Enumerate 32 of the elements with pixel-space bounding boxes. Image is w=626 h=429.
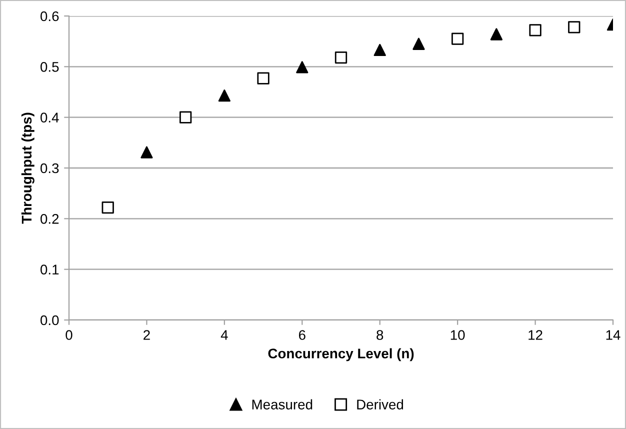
point bbox=[296, 61, 308, 74]
x-axis-title: Concurrency Level (n) bbox=[268, 348, 414, 362]
point bbox=[334, 51, 348, 64]
point bbox=[412, 38, 425, 50]
point bbox=[218, 89, 231, 102]
point bbox=[568, 21, 580, 34]
x-tick-label: 14 bbox=[606, 330, 620, 340]
y-tick-label: 0.6 bbox=[40, 11, 59, 22]
point bbox=[451, 32, 464, 45]
point bbox=[257, 72, 270, 84]
x-tick-label: 8 bbox=[376, 330, 384, 340]
x-tick-label: 0 bbox=[66, 330, 72, 340]
y-tick-label: 0.0 bbox=[40, 315, 59, 326]
y-tick-label: 0.5 bbox=[40, 62, 59, 72]
y-tick-label: 0.2 bbox=[40, 214, 59, 224]
y-tick-label: 0.4 bbox=[40, 112, 59, 123]
point bbox=[179, 111, 192, 124]
y-axis-title: Throughput (tps) bbox=[21, 112, 34, 224]
x-tick-label: 6 bbox=[298, 330, 306, 340]
y-tick-label: 0.3 bbox=[40, 163, 59, 174]
point bbox=[140, 146, 153, 158]
point bbox=[529, 24, 542, 36]
point bbox=[374, 44, 386, 56]
x-tick-label: 4 bbox=[220, 330, 228, 340]
point bbox=[490, 28, 503, 40]
point bbox=[102, 201, 114, 214]
x-tick-label: 12 bbox=[528, 330, 542, 340]
legend-label: Derived bbox=[357, 399, 404, 410]
legend-label: Measured bbox=[252, 399, 312, 410]
x-tick-label: 10 bbox=[450, 330, 465, 340]
x-tick-label: 2 bbox=[144, 330, 150, 340]
y-tick-label: 0.1 bbox=[40, 264, 59, 275]
